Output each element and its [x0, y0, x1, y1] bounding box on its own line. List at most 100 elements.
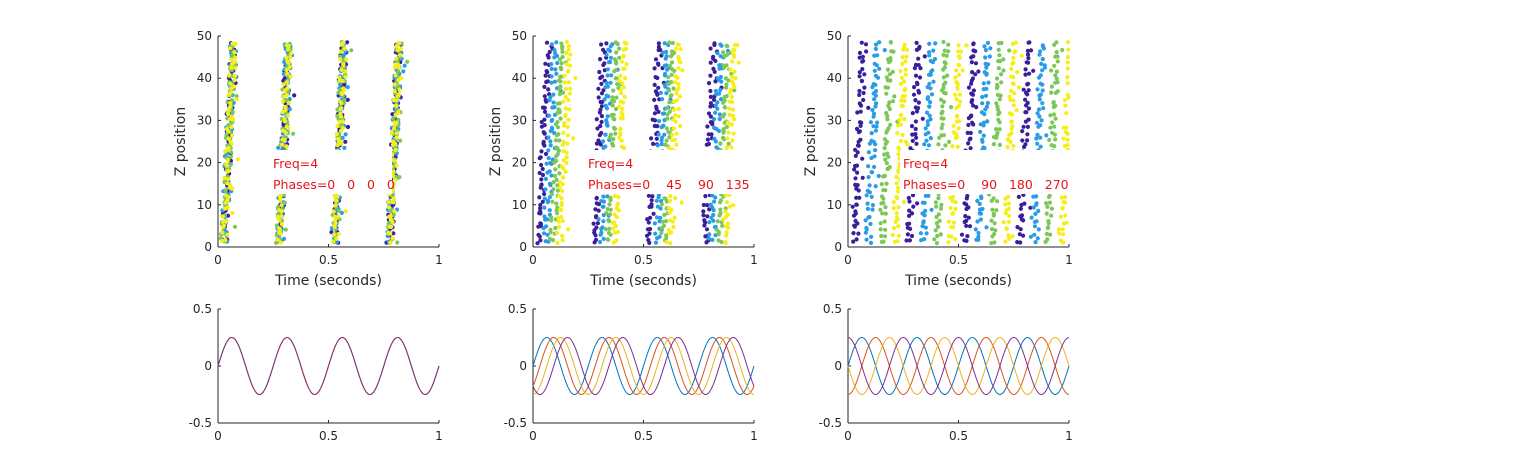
- raster-point: [343, 69, 348, 74]
- raster-point: [551, 92, 556, 97]
- raster-point: [872, 97, 877, 102]
- raster-point: [997, 127, 1002, 132]
- raster-points: [850, 39, 1071, 246]
- raster-point: [1066, 47, 1071, 52]
- raster-point: [343, 132, 348, 137]
- raster-point: [397, 87, 402, 92]
- raster-point: [287, 107, 292, 112]
- raster-point: [982, 112, 987, 117]
- raster-point: [857, 55, 862, 60]
- raster-point: [542, 109, 548, 114]
- raster-point: [605, 73, 610, 78]
- raster-point: [1064, 111, 1069, 116]
- raster-point: [1036, 208, 1041, 214]
- raster-point: [949, 105, 954, 110]
- raster-point: [1062, 200, 1068, 205]
- raster-point: [676, 107, 681, 112]
- raster-point: [983, 48, 989, 53]
- raster-point: [946, 139, 952, 144]
- raster-point: [854, 202, 859, 207]
- raster-point: [345, 97, 350, 102]
- raster-point: [222, 176, 227, 181]
- raster-point: [869, 194, 874, 199]
- raster-point: [595, 126, 600, 131]
- raster-point: [1052, 63, 1057, 68]
- raster-point: [724, 63, 729, 68]
- raster-point: [1065, 66, 1070, 71]
- raster-point: [941, 75, 947, 80]
- raster-point: [874, 63, 880, 68]
- raster-point: [999, 72, 1004, 77]
- raster-point: [878, 207, 883, 212]
- raster-point: [275, 237, 280, 242]
- raster-point: [285, 113, 291, 118]
- raster-point: [339, 101, 344, 106]
- raster-point: [870, 107, 875, 113]
- raster-point: [980, 206, 985, 212]
- raster-point: [550, 199, 555, 204]
- raster-point: [1039, 118, 1044, 123]
- raster-point: [1003, 202, 1008, 207]
- raster-point: [924, 231, 929, 236]
- raster-point: [599, 130, 604, 136]
- raster-point: [873, 148, 878, 153]
- raster-point: [916, 100, 922, 105]
- raster-point: [661, 223, 667, 228]
- raster-point: [659, 135, 665, 140]
- raster-point: [1037, 52, 1042, 57]
- raster-point: [946, 240, 951, 245]
- raster-point: [599, 114, 605, 119]
- raster-point: [652, 118, 658, 123]
- raster-point: [859, 78, 864, 84]
- raster-point: [540, 172, 546, 178]
- raster-point: [277, 227, 283, 232]
- raster-point: [676, 86, 681, 91]
- raster-point: [1035, 111, 1040, 116]
- raster-point: [233, 41, 238, 47]
- raster-point: [286, 61, 291, 66]
- raster-point: [1025, 100, 1030, 105]
- raster-point: [728, 87, 733, 92]
- raster-point: [723, 209, 728, 214]
- raster-point: [285, 80, 290, 85]
- raster-point: [895, 131, 900, 136]
- raster-point: [1015, 225, 1020, 230]
- wave-series-4: [217, 336, 440, 396]
- y-tick-label: 0: [204, 359, 212, 373]
- raster-point: [712, 69, 717, 74]
- y-tick-label: 50: [512, 29, 527, 43]
- raster-point: [882, 146, 887, 151]
- raster-point: [1021, 87, 1026, 92]
- raster-point: [604, 52, 609, 58]
- raster-point: [552, 48, 557, 53]
- raster-point: [1025, 48, 1030, 54]
- raster-point: [556, 219, 561, 224]
- raster-point: [718, 87, 723, 92]
- raster-point: [554, 177, 559, 182]
- raster-point: [906, 195, 911, 201]
- annotation-phases: Phases=0 45 90 135: [588, 177, 750, 192]
- raster-point: [1044, 201, 1049, 206]
- raster-points: [218, 39, 410, 245]
- raster-point: [338, 107, 343, 112]
- raster-point: [717, 112, 722, 117]
- raster-point: [714, 145, 719, 150]
- raster-point: [730, 99, 735, 105]
- raster-point: [913, 98, 918, 103]
- raster-point: [342, 87, 347, 93]
- raster-point: [274, 233, 279, 238]
- raster-point: [1040, 57, 1045, 62]
- raster-point: [914, 109, 920, 114]
- raster-point: [1005, 145, 1010, 150]
- raster-point: [391, 169, 396, 174]
- raster-point: [599, 42, 604, 47]
- raster-point: [274, 240, 279, 245]
- raster-point: [1061, 136, 1066, 141]
- raster-point: [281, 82, 286, 87]
- raster-point: [221, 223, 227, 228]
- raster-point: [857, 195, 862, 200]
- raster-point: [1034, 194, 1039, 199]
- x-tick-label: 0: [529, 429, 537, 443]
- raster-point: [602, 97, 607, 102]
- raster-point: [278, 240, 283, 245]
